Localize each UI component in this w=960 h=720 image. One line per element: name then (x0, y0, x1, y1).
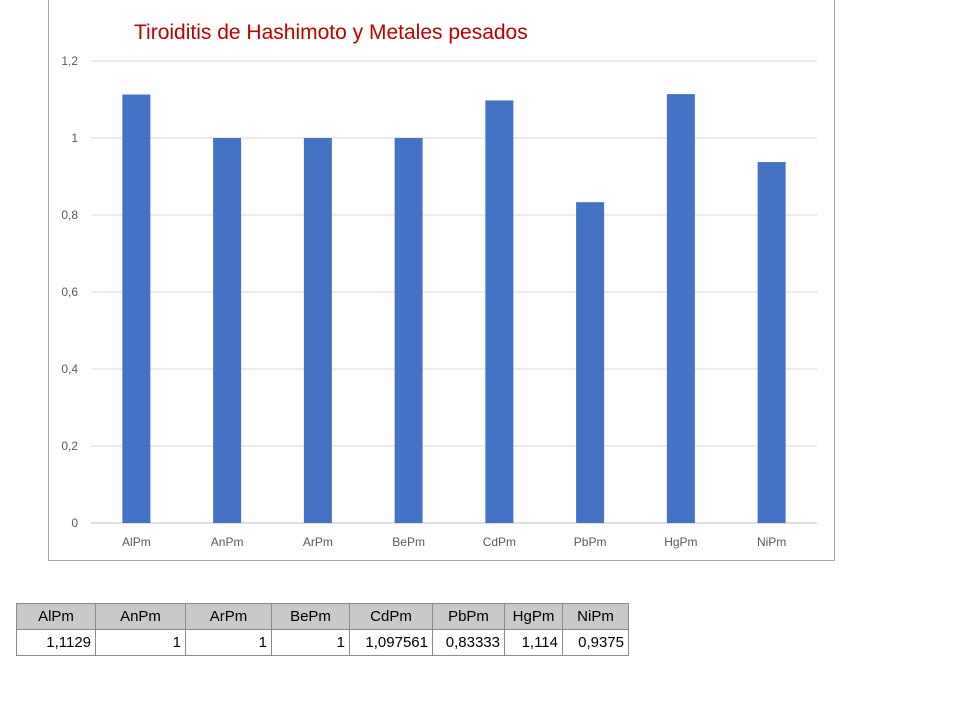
table-cell: 0,9375 (562, 629, 629, 656)
x-category-label: CdPm (483, 535, 516, 549)
gridlines (91, 60, 817, 524)
table-header-cell: CdPm (349, 603, 433, 630)
table-header-cell: PbPm (432, 603, 505, 630)
x-axis-categories: AlPm AnPm ArPm BePm CdPm PbPm HgPm NiPm (122, 535, 786, 549)
chart-title: Tiroiditis de Hashimoto y Metales pesado… (134, 21, 528, 44)
bar-arpm (303, 138, 332, 523)
table-header-cell: BePm (271, 603, 350, 630)
bar-nipm (757, 162, 786, 523)
table-cell: 1,114 (504, 629, 563, 656)
bar-alpm (122, 94, 151, 523)
table-header-row: AlPm AnPm ArPm BePm CdPm PbPm HgPm NiPm (16, 603, 629, 630)
y-tick-label: 0,4 (61, 362, 78, 376)
x-category-label: AlPm (122, 535, 151, 549)
table-cell: 1 (185, 629, 272, 656)
y-tick-label: 0 (71, 516, 78, 530)
table-header-cell: ArPm (185, 603, 272, 630)
table-header-cell: AnPm (95, 603, 186, 630)
bar-bepm (394, 138, 423, 523)
table-header-cell: HgPm (504, 603, 563, 630)
table-cell: 1,097561 (349, 629, 433, 656)
chart-area (48, 0, 835, 561)
bars (122, 94, 786, 524)
table-cell: 0,83333 (432, 629, 505, 656)
y-tick-label: 1,2 (61, 54, 78, 68)
table-cell: 1 (271, 629, 350, 656)
table-header-cell: AlPm (16, 603, 96, 630)
y-tick-label: 0,6 (61, 285, 78, 299)
x-category-label: HgPm (664, 535, 697, 549)
table-row: 1,1129 1 1 1 1,097561 0,83333 1,114 0,93… (16, 629, 629, 656)
bar-pbpm (576, 202, 605, 523)
table-cell: 1,1129 (16, 629, 96, 656)
table-header-cell: NiPm (562, 603, 629, 630)
bar-anpm (213, 138, 242, 523)
bar-cdpm (485, 100, 514, 523)
x-category-label: ArPm (303, 535, 333, 549)
y-tick-label: 1 (71, 131, 78, 145)
table-cell: 1 (95, 629, 186, 656)
x-category-label: NiPm (757, 535, 786, 549)
y-tick-label: 0,2 (61, 439, 78, 453)
x-category-label: PbPm (574, 535, 607, 549)
y-tick-label: 0,8 (61, 208, 78, 222)
bar-hgpm (666, 94, 695, 524)
y-axis-ticks: 0 0,2 0,4 0,6 0,8 1 1,2 (61, 54, 78, 530)
x-category-label: BePm (392, 535, 425, 549)
x-category-label: AnPm (211, 535, 244, 549)
data-table: AlPm AnPm ArPm BePm CdPm PbPm HgPm NiPm … (16, 603, 629, 656)
